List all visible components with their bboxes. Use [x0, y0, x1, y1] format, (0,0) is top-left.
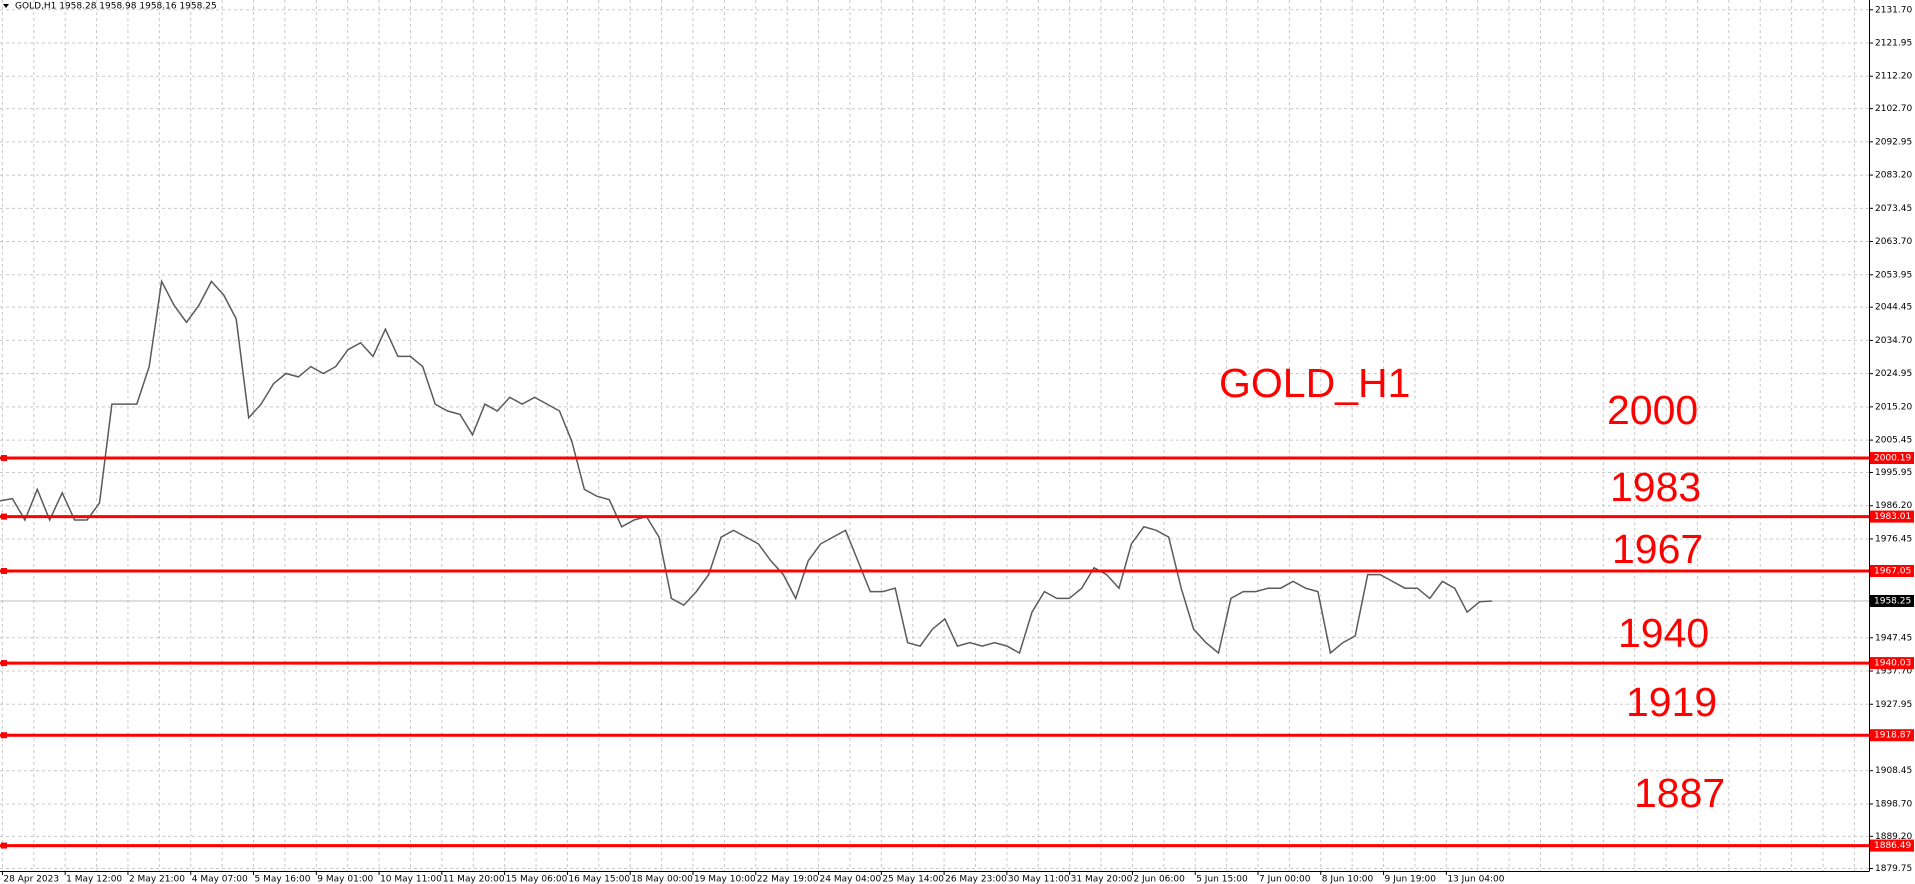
x-tick-label: 7 Jun 00:00: [1259, 875, 1311, 884]
level-handle: [1, 567, 7, 574]
level-handle: [1, 732, 7, 739]
level-label: 1967.05: [1874, 566, 1911, 576]
x-tick-label: 31 May 20:00: [1071, 875, 1133, 884]
x-tick-label: 18 May 00:00: [631, 875, 693, 884]
chart-title: GOLD,H1 1958.28 1958.98 1958.16 1958.25: [15, 2, 217, 12]
grid: [0, 0, 1869, 871]
level-label-bg: [1870, 839, 1914, 852]
y-tick-label: 2073.45: [1875, 204, 1912, 214]
level-label: 1983.01: [1874, 512, 1911, 522]
level-handle: [1, 455, 7, 462]
y-tick-label: 1937.70: [1875, 667, 1912, 677]
level-label: 1940.03: [1874, 659, 1911, 669]
y-tick-label: 1976.45: [1875, 534, 1912, 544]
x-tick-label: 9 Jun 19:00: [1385, 875, 1437, 884]
y-tick-label: 2092.95: [1875, 137, 1912, 147]
x-tick-label: 16 May 15:00: [568, 875, 630, 884]
y-tick-label: 2005.45: [1875, 436, 1912, 446]
level-label-bg: [1870, 729, 1914, 742]
x-tick-label: 5 Jun 15:00: [1196, 875, 1248, 884]
x-tick-label: 9 May 01:00: [317, 875, 373, 884]
annotation: 2000: [1607, 387, 1698, 433]
current-price-bg: [1870, 594, 1914, 607]
x-tick-label: 5 May 16:00: [255, 875, 311, 884]
y-tick-label: 2121.95: [1875, 39, 1912, 49]
level-label-bg: [1870, 657, 1914, 670]
annotation: GOLD_H1: [1219, 360, 1410, 406]
x-tick-label: 11 May 20:00: [443, 875, 505, 884]
level-label: 1886.49: [1874, 841, 1911, 851]
price-line: [0, 279, 1493, 655]
y-tick-label: 2053.95: [1875, 270, 1912, 280]
x-tick-label: 24 May 04:00: [820, 875, 882, 884]
y-tick-label: 2063.70: [1875, 237, 1912, 247]
y-tick-label: 2102.70: [1875, 104, 1912, 114]
x-tick-label: 25 May 14:00: [882, 875, 944, 884]
x-tick-label: 13 Jun 04:00: [1447, 875, 1504, 884]
menu-arrow[interactable]: [3, 4, 9, 8]
x-tick-label: 19 May 10:00: [694, 875, 756, 884]
plot: [0, 279, 1869, 848]
x-tick-label: 4 May 07:00: [192, 875, 248, 884]
y-tick-label: 1879.75: [1875, 864, 1912, 874]
level-label-bg: [1870, 510, 1914, 523]
level-handle: [1, 660, 7, 667]
level-label: 1918.87: [1874, 731, 1911, 741]
annotation: 1983: [1610, 464, 1701, 510]
x-tick-label: 8 Jun 10:00: [1322, 875, 1374, 884]
y-tick-label: 2112.20: [1875, 72, 1912, 82]
y-tick-label: 1927.95: [1875, 700, 1912, 710]
x-tick-label: 1 May 12:00: [66, 875, 122, 884]
y-tick-label: 1889.20: [1875, 832, 1912, 842]
x-tick-label: 2 May 21:00: [129, 875, 185, 884]
current-price-label: 1958.25: [1874, 596, 1911, 606]
y-tick-label: 2044.45: [1875, 303, 1912, 313]
annotation: 1940: [1618, 610, 1709, 656]
x-tick-label: 2 Jun 06:00: [1133, 875, 1185, 884]
level-label: 2000.19: [1874, 454, 1911, 464]
y-tick-label: 2083.20: [1875, 171, 1912, 181]
y-tick-label: 1986.20: [1875, 501, 1912, 511]
x-tick-label: 26 May 23:00: [945, 875, 1007, 884]
x-tick-label: 22 May 19:00: [757, 875, 819, 884]
level-handle: [1, 513, 7, 520]
y-tick-label: 1898.70: [1875, 799, 1912, 809]
y-tick-label: 1908.45: [1875, 766, 1912, 776]
level-label-bg: [1870, 564, 1914, 577]
y-tick-label: 1947.45: [1875, 633, 1912, 643]
x-tick-label: 10 May 11:00: [380, 875, 442, 884]
level-handle: [1, 842, 7, 849]
annotation: 1967: [1612, 526, 1703, 572]
y-tick-label: 1995.95: [1875, 468, 1912, 478]
x-tick-label: 15 May 06:00: [506, 875, 568, 884]
y-tick-label: 2034.70: [1875, 336, 1912, 346]
x-tick-label: 28 Apr 2023: [3, 875, 59, 884]
annotation: 1887: [1634, 770, 1725, 816]
y-tick-label: 2131.70: [1875, 5, 1912, 15]
y-tick-label: 2024.95: [1875, 369, 1912, 379]
y-tick-label: 2015.20: [1875, 402, 1912, 412]
x-tick-label: 30 May 11:00: [1008, 875, 1070, 884]
level-label-bg: [1870, 452, 1914, 465]
annotation: 1919: [1626, 679, 1717, 725]
